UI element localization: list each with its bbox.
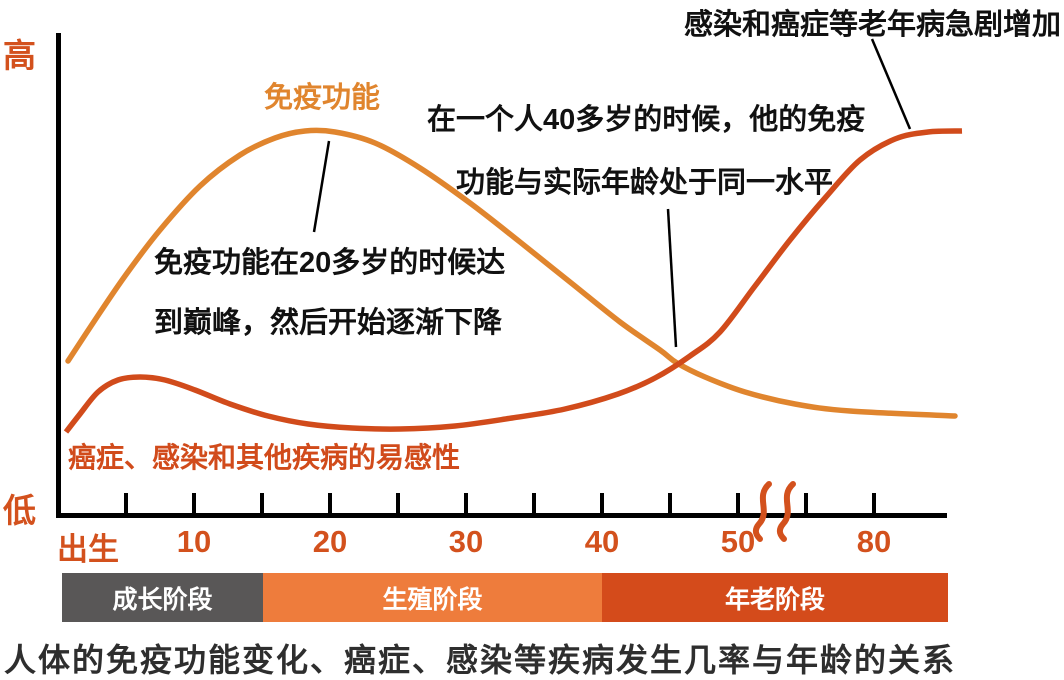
disease-curve-label: 癌症、感染和其他疾病的易感性	[68, 442, 461, 473]
stage-segment-label: 生殖阶段	[382, 585, 483, 614]
y-axis	[56, 33, 61, 518]
leader-lines	[312, 38, 912, 348]
x-axis-tick	[192, 493, 196, 513]
y-axis-high-label: 高	[3, 37, 36, 74]
x-axis-label-50: 50	[720, 524, 756, 559]
life-stage-bar: 成长阶段 生殖阶段 年老阶段	[62, 573, 948, 622]
y-axis-low-label: 低	[3, 492, 36, 529]
stage-segment-成长阶段: 成长阶段	[62, 573, 263, 622]
immune-function-curve	[65, 127, 958, 419]
x-axis-label-出生: 出生	[57, 532, 119, 567]
annotation-crossing-line1: 在一个人40多岁的时候，他的免疫	[427, 104, 866, 136]
x-axis-label-20: 20	[312, 524, 348, 559]
x-axis-tick	[328, 493, 332, 513]
axes	[56, 33, 947, 542]
stage-segment-生殖阶段: 生殖阶段	[263, 573, 602, 622]
chart-caption: 人体的免疫功能变化、癌症、感染等疾病发生几率与年龄的关系	[4, 642, 957, 678]
x-axis-tick	[600, 493, 604, 513]
x-axis-tick	[736, 493, 740, 513]
annotation-old-age: 感染和癌症等老年病急剧增加	[684, 9, 1062, 41]
x-axis-tick	[872, 493, 876, 513]
axis-break-icon	[752, 481, 796, 542]
x-axis-label-10: 10	[176, 524, 212, 559]
x-axis-tick	[260, 493, 264, 513]
annotation-leader-line	[666, 208, 678, 348]
x-axis-tick	[532, 493, 536, 513]
x-axis-tick	[396, 493, 400, 513]
x-axis-tick	[124, 493, 128, 513]
axis-break-squiggle-icon	[752, 481, 772, 542]
x-axis-tick	[668, 493, 672, 513]
annotation-peak-line1: 免疫功能在20多岁的时候达	[154, 247, 506, 279]
x-axis	[56, 513, 947, 518]
x-axis-label-40: 40	[584, 524, 620, 559]
stage-segment-label: 年老阶段	[724, 585, 825, 614]
annotation-leader-line	[312, 140, 331, 233]
x-axis-label-30: 30	[448, 524, 484, 559]
disease-susceptibility-curve	[63, 128, 963, 434]
x-axis-tick	[804, 493, 808, 513]
annotation-crossing-line2: 功能与实际年龄处于同一水平	[456, 167, 834, 199]
axis-break-squiggle-icon	[776, 481, 796, 542]
immune-curve-label: 免疫功能	[264, 82, 381, 114]
stage-segment-年老阶段: 年老阶段	[602, 573, 948, 622]
x-axis-label-80: 80	[856, 524, 892, 559]
x-axis-ticks	[124, 493, 876, 513]
x-axis-tick	[464, 493, 468, 513]
annotation-peak-line2: 到巅峰，然后开始逐渐下降	[154, 307, 503, 339]
annotation-leader-line	[870, 38, 912, 130]
stage-segment-label: 成长阶段	[112, 585, 213, 614]
